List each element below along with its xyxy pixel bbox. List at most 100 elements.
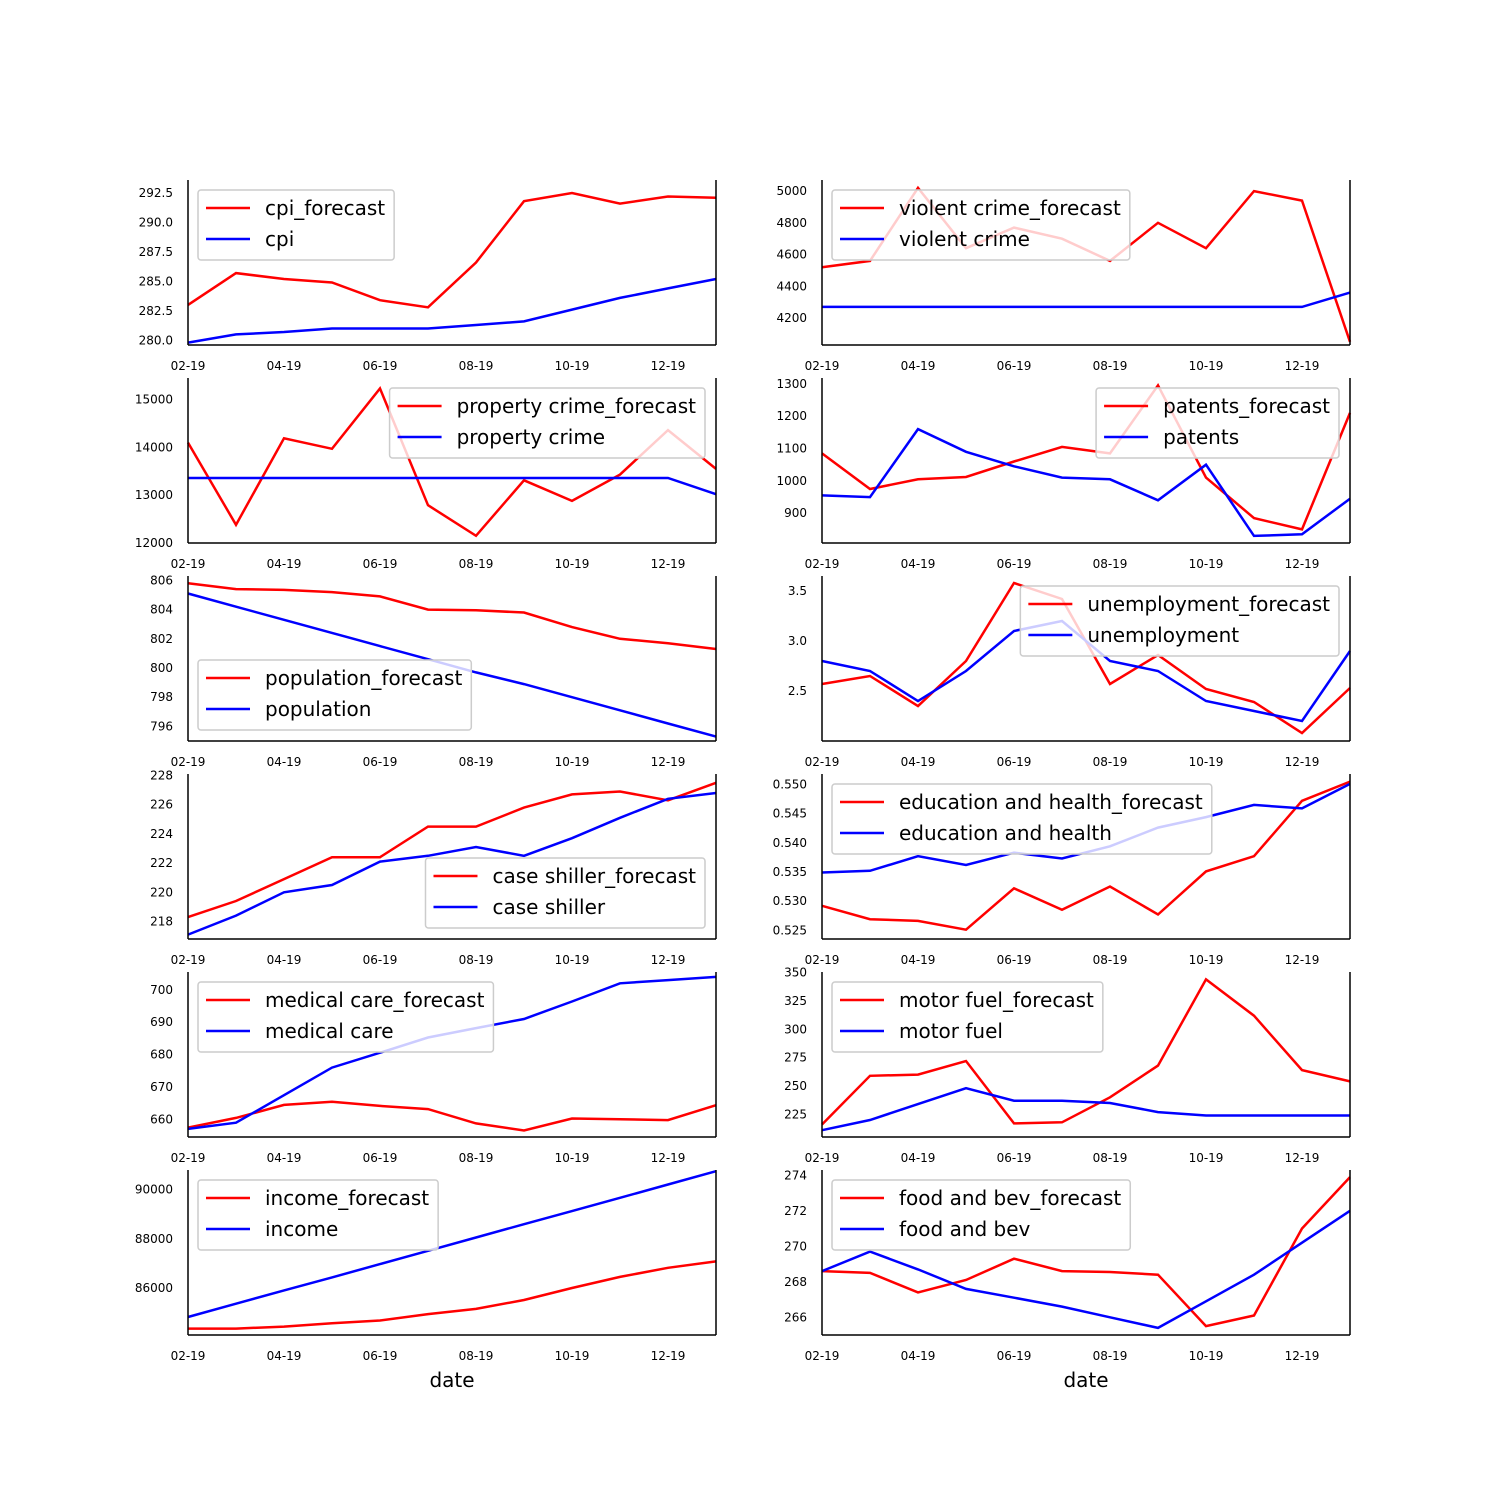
- series-line-forecast: [821, 1176, 1351, 1328]
- subplot-5: 2.5 3.0 3.5 02-19 04-19 06-19 08-19 10-19 12-19 u…: [788, 576, 1352, 769]
- x-axis-title: date: [1063, 1368, 1108, 1392]
- x-tick-label: 04-19: [267, 359, 302, 373]
- series-line-actual: [822, 291, 1351, 309]
- x-tick-label: 04-19: [901, 557, 936, 571]
- x-tick-label: 04-19: [267, 1151, 302, 1165]
- y-tick-label: 220: [150, 885, 173, 899]
- y-tick-label: 0.545: [773, 807, 807, 821]
- y-tick-label: 4200: [776, 311, 807, 325]
- x-tick-label: 02-19: [171, 557, 206, 571]
- x-tick-label: 08-19: [459, 1151, 494, 1165]
- legend-label: violent crime_forecast: [899, 196, 1121, 220]
- y-tick-label: 270: [784, 1239, 807, 1253]
- legend-label: education and health: [899, 821, 1112, 845]
- legend-label: case shiller: [492, 895, 605, 919]
- y-tick-label: 224: [150, 827, 173, 841]
- y-tick-label: 3.5: [788, 584, 807, 598]
- x-tick-label: 02-19: [805, 953, 840, 967]
- legend-label: motor fuel: [899, 1019, 1003, 1043]
- legend: unemployment_forecast unemployment: [1019, 585, 1340, 657]
- y-tick-label: 3.0: [788, 634, 807, 648]
- x-tick-label: 12-19: [651, 953, 686, 967]
- x-tick-label: 02-19: [805, 557, 840, 571]
- x-tick-label: 06-19: [997, 1349, 1032, 1363]
- subplot-0: 280.0 282.5 285.0 287.5 290.0 292.5 02-19 04-19…: [139, 180, 717, 373]
- y-tick-label: 5000: [776, 184, 807, 198]
- y-tick-label: 806: [150, 573, 173, 587]
- x-tick-label: 12-19: [1285, 557, 1320, 571]
- legend-label: medical care: [265, 1019, 394, 1043]
- legend-label: patents: [1163, 425, 1239, 449]
- legend-label: food and bev_forecast: [899, 1186, 1121, 1210]
- x-tick-label: 12-19: [651, 1349, 686, 1363]
- series-line-forecast: [187, 191, 717, 309]
- x-axis-title: date: [429, 1368, 474, 1392]
- y-tick-label: 90000: [135, 1183, 173, 1197]
- y-tick-label: 0.530: [773, 894, 807, 908]
- x-tick-label: 10-19: [555, 755, 590, 769]
- subplot-7: 0.525 0.530 0.535 0.540 0.545 0.550 02-19 04-19…: [773, 774, 1351, 967]
- subplot-10: 86000 88000 90000 02-19 04-19 06-19 08-19 10-19…: [135, 1169, 717, 1363]
- subplot-6: 218 220 222 224 226 228 02-19 04-19 06-19 08-19 10…: [150, 768, 717, 967]
- x-tick-label: 04-19: [901, 359, 936, 373]
- x-tick-label: 06-19: [997, 359, 1032, 373]
- legend: property crime_forecast property crime: [388, 387, 706, 459]
- y-tick-label: 1200: [776, 409, 807, 423]
- legend-frame: [1019, 585, 1340, 657]
- legend: education and health_forecast education a…: [831, 783, 1213, 855]
- subplot-9: 225 250 275 300 325 350 02-19 04-19 06-19 08-19 10…: [784, 966, 1351, 1165]
- series-line-forecast: [187, 1100, 717, 1132]
- series-line-actual: [821, 427, 1351, 538]
- y-tick-label: 290.0: [139, 215, 173, 229]
- x-tick-label: 04-19: [901, 1151, 936, 1165]
- y-tick-label: 1100: [776, 442, 807, 456]
- y-tick-label: 900: [784, 506, 807, 520]
- y-tick-label: 292.5: [139, 186, 173, 200]
- x-tick-label: 06-19: [363, 953, 398, 967]
- x-tick-label: 06-19: [997, 755, 1032, 769]
- x-tick-label: 02-19: [171, 755, 206, 769]
- subplot-3: 900 1000 1100 1200 1300 02-19 04-19 06-19 08-19 1…: [776, 377, 1352, 571]
- y-tick-label: 802: [150, 632, 173, 646]
- x-tick-label: 08-19: [1093, 953, 1128, 967]
- y-tick-label: 0.535: [773, 865, 807, 879]
- legend-label: population: [265, 697, 371, 721]
- legend-label: unemployment: [1087, 623, 1239, 647]
- x-tick-label: 12-19: [1285, 1349, 1320, 1363]
- x-tick-label: 04-19: [267, 1349, 302, 1363]
- legend-label: case shiller_forecast: [492, 864, 696, 888]
- y-tick-label: 12000: [135, 536, 173, 550]
- legend-frame: [197, 1179, 439, 1251]
- x-tick-label: 06-19: [363, 557, 398, 571]
- x-tick-label: 02-19: [805, 1151, 840, 1165]
- legend: population_forecast population: [197, 659, 473, 731]
- series-line-actual: [188, 476, 717, 496]
- x-tick-label: 12-19: [651, 1151, 686, 1165]
- x-tick-label: 12-19: [651, 557, 686, 571]
- x-tick-label: 10-19: [555, 1349, 590, 1363]
- x-tick-label: 02-19: [171, 953, 206, 967]
- y-tick-label: 350: [784, 966, 807, 980]
- y-tick-label: 4600: [776, 248, 807, 262]
- series-line-actual: [187, 277, 717, 344]
- x-tick-label: 04-19: [267, 557, 302, 571]
- y-tick-label: 0.525: [773, 923, 807, 937]
- y-tick-label: 4800: [776, 216, 807, 230]
- x-tick-label: 06-19: [997, 1151, 1032, 1165]
- x-tick-label: 12-19: [651, 359, 686, 373]
- x-tick-label: 08-19: [459, 557, 494, 571]
- legend-label: food and bev: [899, 1217, 1031, 1241]
- y-tick-label: 300: [784, 1022, 807, 1036]
- x-tick-label: 06-19: [997, 557, 1032, 571]
- y-tick-label: 2.5: [788, 684, 807, 698]
- x-tick-label: 08-19: [1093, 557, 1128, 571]
- y-tick-label: 0.550: [773, 777, 807, 791]
- y-tick-label: 275: [784, 1051, 807, 1065]
- legend-frame: [831, 981, 1104, 1053]
- series-line-forecast: [821, 977, 1351, 1126]
